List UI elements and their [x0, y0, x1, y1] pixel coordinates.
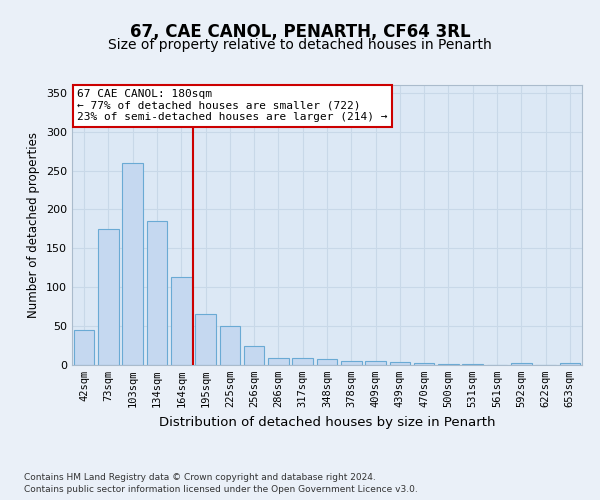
Bar — [365, 361, 386, 365]
Bar — [511, 364, 532, 365]
Bar — [146, 221, 167, 365]
Y-axis label: Number of detached properties: Number of detached properties — [28, 132, 40, 318]
Text: 67 CAE CANOL: 180sqm
← 77% of detached houses are smaller (722)
23% of semi-deta: 67 CAE CANOL: 180sqm ← 77% of detached h… — [77, 89, 388, 122]
Bar — [292, 358, 313, 365]
Bar — [317, 359, 337, 365]
Text: Contains public sector information licensed under the Open Government Licence v3: Contains public sector information licen… — [24, 484, 418, 494]
Bar — [244, 346, 265, 365]
Bar — [98, 229, 119, 365]
Bar — [220, 326, 240, 365]
Bar — [341, 361, 362, 365]
Bar — [195, 314, 216, 365]
Bar — [74, 330, 94, 365]
Text: Size of property relative to detached houses in Penarth: Size of property relative to detached ho… — [108, 38, 492, 52]
Text: 67, CAE CANOL, PENARTH, CF64 3RL: 67, CAE CANOL, PENARTH, CF64 3RL — [130, 22, 470, 40]
Bar — [389, 362, 410, 365]
Bar — [268, 358, 289, 365]
Bar — [438, 364, 459, 365]
Bar — [122, 163, 143, 365]
X-axis label: Distribution of detached houses by size in Penarth: Distribution of detached houses by size … — [159, 416, 495, 428]
Bar — [171, 277, 191, 365]
Text: Contains HM Land Registry data © Crown copyright and database right 2024.: Contains HM Land Registry data © Crown c… — [24, 473, 376, 482]
Bar — [414, 364, 434, 365]
Bar — [463, 364, 483, 365]
Bar — [560, 364, 580, 365]
